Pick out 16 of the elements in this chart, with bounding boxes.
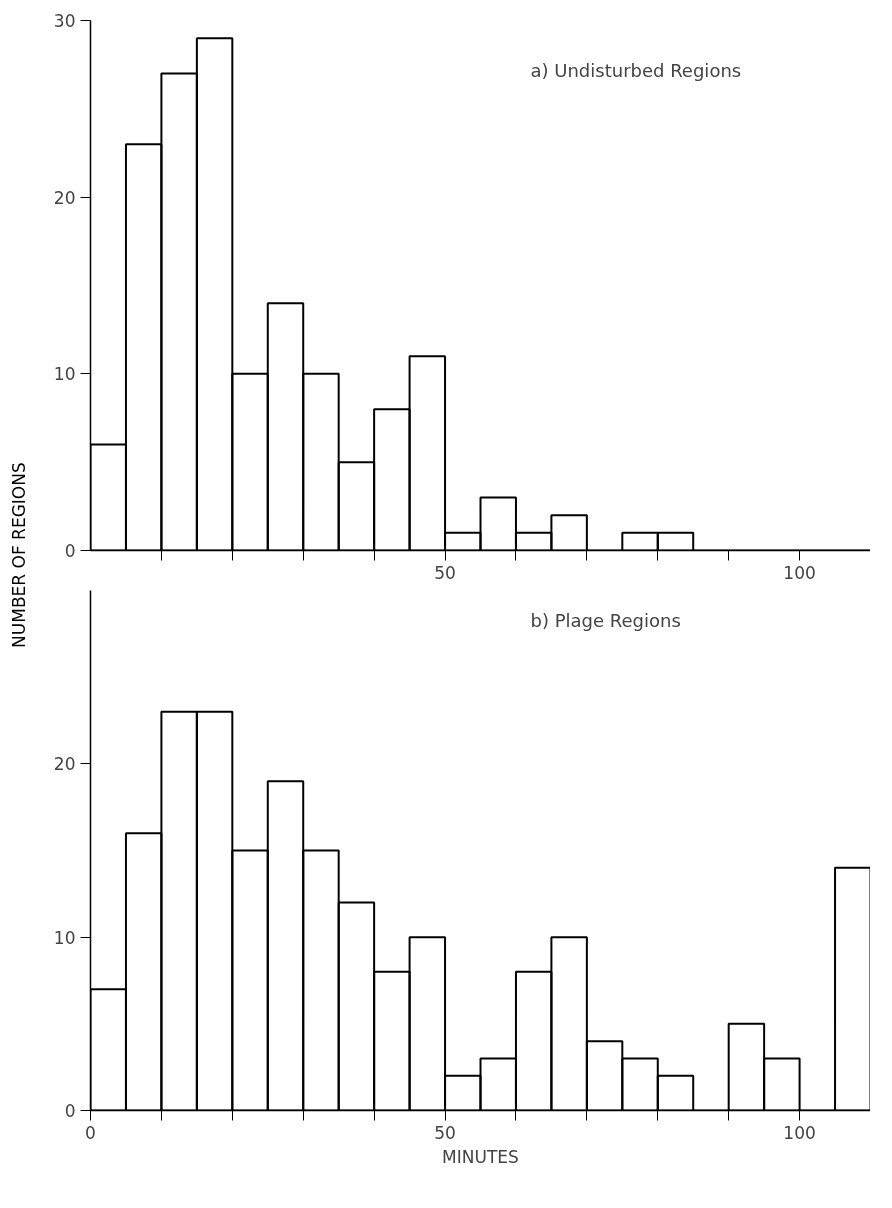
y-tick-label: 30: [53, 11, 76, 31]
x-tick-label: 0: [85, 1122, 96, 1143]
x-tick-label: 100: [783, 1122, 816, 1143]
annotation: a) Undisturbed Regions: [530, 59, 742, 81]
x-tick-label: 100: [783, 562, 816, 583]
x-tick-label: 50: [434, 562, 456, 583]
y-tick-label: 0: [64, 1101, 76, 1121]
y-axis-title: NUMBER OF REGIONS: [8, 462, 29, 648]
y-tick-label: 10: [53, 364, 76, 385]
annotation: b) Plage Regions: [530, 609, 681, 631]
x-tick-label: 50: [434, 1122, 456, 1143]
y-tick-label: 20: [53, 187, 76, 208]
y-tick-label: 20: [53, 754, 76, 775]
x-axis-title: MINUTES: [442, 1146, 519, 1167]
y-tick-label: 0: [64, 541, 76, 561]
y-tick-label: 10: [53, 927, 76, 948]
